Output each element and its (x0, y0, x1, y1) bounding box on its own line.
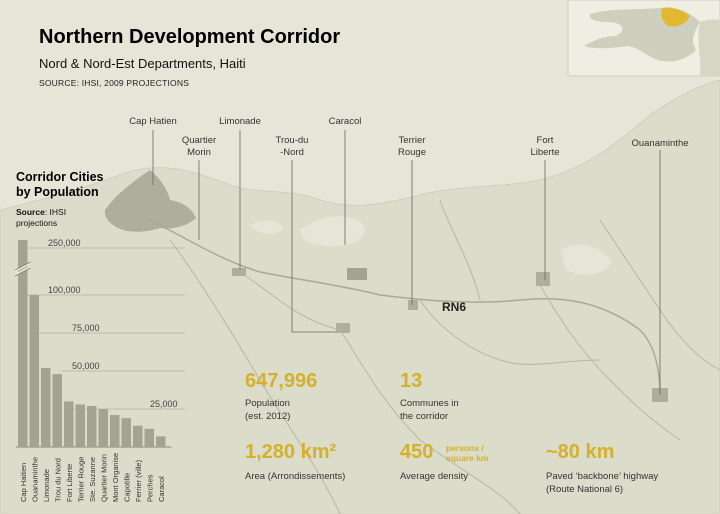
page-subtitle: Nord & Nord-Est Departments, Haiti (39, 56, 246, 71)
stat-highway-value: ~80 km (546, 441, 615, 463)
bar-ouanaminthe (29, 295, 39, 447)
category-label: Fort Liberte (65, 464, 74, 502)
city-label-limonade: Limonade (219, 116, 261, 127)
bay (300, 216, 365, 247)
stat-communes-label: Communes in the corridor (400, 398, 459, 422)
category-label: Ferrier (ville) (134, 459, 143, 502)
tick-label: 100,000 (48, 285, 81, 295)
stat-density-unit: persons / square km (446, 443, 489, 463)
bar-cap-haitien (18, 240, 28, 447)
bar-mont-organise (110, 415, 120, 447)
bar-caracol (156, 436, 166, 447)
category-label: Limonade (42, 469, 51, 502)
stat-area-value: 1,280 km² (245, 441, 337, 463)
leader-lines (152, 130, 661, 395)
bar-ferrier-ville- (133, 425, 143, 447)
tick-label: 75,000 (72, 323, 100, 333)
category-label: Ouanaminthe (30, 457, 39, 502)
axis-break-mark (14, 261, 32, 277)
category-label: Terrier Rouge (76, 457, 85, 502)
inset-highlight (661, 7, 690, 27)
bar-limonade (41, 367, 51, 447)
category-label: Perches (145, 474, 154, 502)
city-label-quartier-morin: Quartier Morin (181, 135, 217, 158)
bar-trou-du-nord (52, 374, 62, 447)
category-label: Mont Organise (111, 453, 120, 502)
axis-break-line (14, 261, 31, 277)
stat-population-value: 647,996 (245, 370, 318, 392)
tick-label: 250,000 (48, 238, 81, 248)
category-label: Caracol (157, 476, 166, 502)
bar-terrier-rouge (75, 404, 85, 447)
stat-density-label: Average density (400, 471, 468, 482)
stat-area-label: Area (Arrondissements) (245, 471, 346, 482)
page-title: Northern Development Corridor (39, 26, 341, 48)
bay-east (560, 244, 612, 275)
category-label: Cap Haitien (19, 463, 28, 502)
bar-ste-suzanne (87, 405, 97, 447)
inset-map (567, 0, 720, 77)
city-label-caracol: Caracol (328, 116, 362, 127)
tick-label: 25,000 (150, 399, 178, 409)
stat-communes-value: 13 (400, 370, 423, 392)
road-label-rn6: RN6 (442, 300, 467, 314)
category-label: Trou du Nord (53, 458, 62, 502)
stat-highway-label: Paved ‘backbone’ highway (Route National … (546, 471, 659, 495)
population-bar-chart: Cap Haitien Ouanaminthe Limonade Trou du No… (14, 238, 185, 502)
city-label-ouanaminthe: Ouanaminthe (631, 138, 689, 149)
bar-capotille (121, 418, 131, 447)
stat-density-value: 450 (400, 441, 434, 463)
category-label: Ste. Suzanne (88, 457, 97, 502)
category-label: Quartier Morin (99, 454, 108, 502)
category-label: Capotille (122, 473, 131, 502)
tick-label: 50,000 (72, 361, 100, 371)
city-label-trou-du-nord: Trou-du -Nord (275, 135, 309, 158)
urban-cap-haitien (104, 170, 196, 232)
city-label-cap-haitien: Cap Hatien (129, 116, 177, 127)
stat-population-label: Population (est. 2012) (245, 398, 291, 422)
bar-fort-liberte (64, 401, 74, 447)
chart-title: Corridor Cities by Population (16, 170, 104, 199)
bar-quartier-morin (98, 409, 108, 447)
city-label-fort-liberte: Fort Liberte (530, 135, 560, 158)
city-label-terrier-rouge: Terrier Rouge (398, 135, 426, 158)
source-note: SOURCE: IHSI, 2009 PROJECTIONS (39, 78, 190, 88)
land-mass (0, 79, 720, 514)
bar-perches (144, 428, 154, 447)
chart-source: Source: IHSI projections (16, 207, 67, 228)
road-rn6 (149, 219, 661, 397)
